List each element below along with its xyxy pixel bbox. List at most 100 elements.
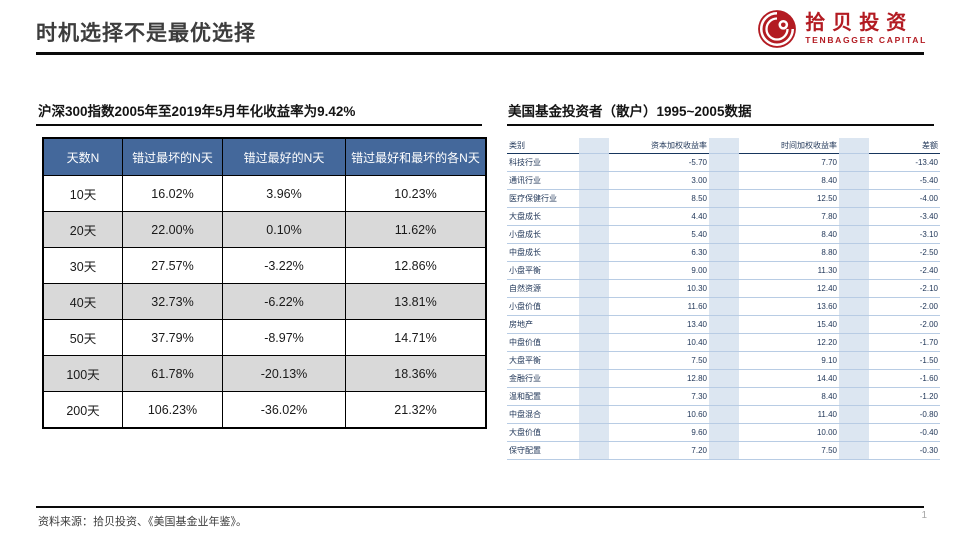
days-cell: 100天 bbox=[42, 355, 123, 392]
spacer-cell bbox=[839, 423, 869, 442]
value-cell: 4.40 bbox=[609, 207, 709, 226]
column-header: 差额 bbox=[869, 138, 940, 154]
table-row: 自然资源 10.30 12.40 -2.10 bbox=[507, 279, 940, 298]
value-cell: 5.40 bbox=[609, 225, 709, 244]
spacer-cell bbox=[709, 138, 739, 154]
spacer-cell bbox=[839, 279, 869, 298]
table-row: 10天 16.02% 3.96% 10.23% bbox=[42, 175, 487, 212]
value-cell: -0.80 bbox=[869, 405, 940, 424]
column-header: 资本加权收益率 bbox=[609, 138, 709, 154]
spacer-cell bbox=[709, 387, 739, 406]
tenbagger-logo: 拾贝投资 TENBAGGER CAPITAL bbox=[756, 8, 927, 50]
value-cell: -3.40 bbox=[869, 207, 940, 226]
category-cell: 中盘价值 bbox=[507, 333, 579, 352]
table-row: 中盘混合 10.60 11.40 -0.80 bbox=[507, 405, 940, 424]
column-header: 时间加权收益率 bbox=[739, 138, 839, 154]
value-cell: -3.22% bbox=[222, 247, 346, 284]
days-cell: 20天 bbox=[42, 211, 123, 248]
spacer-cell bbox=[709, 315, 739, 334]
value-cell: -3.10 bbox=[869, 225, 940, 244]
value-cell: 37.79% bbox=[122, 319, 223, 356]
value-cell: 11.40 bbox=[739, 405, 839, 424]
value-cell: -13.40 bbox=[869, 153, 940, 172]
value-cell: -2.00 bbox=[869, 315, 940, 334]
category-cell: 小盘平衡 bbox=[507, 261, 579, 280]
spacer-cell bbox=[579, 207, 609, 226]
table-row: 中盘价值 10.40 12.20 -1.70 bbox=[507, 333, 940, 352]
value-cell: 7.50 bbox=[739, 441, 839, 460]
value-cell: -36.02% bbox=[222, 391, 346, 429]
category-cell: 温和配置 bbox=[507, 387, 579, 406]
table-row: 温和配置 7.30 8.40 -1.20 bbox=[507, 387, 940, 406]
value-cell: 11.62% bbox=[345, 211, 487, 248]
spacer-cell bbox=[839, 189, 869, 208]
spacer-cell bbox=[709, 441, 739, 460]
title-divider bbox=[36, 52, 924, 55]
footer-divider bbox=[36, 506, 924, 508]
spacer-cell bbox=[839, 387, 869, 406]
value-cell: 22.00% bbox=[122, 211, 223, 248]
table-row: 小盘价值 11.60 13.60 -2.00 bbox=[507, 297, 940, 316]
value-cell: -2.50 bbox=[869, 243, 940, 262]
value-cell: -1.60 bbox=[869, 369, 940, 388]
value-cell: 12.40 bbox=[739, 279, 839, 298]
table-row: 小盘成长 5.40 8.40 -3.10 bbox=[507, 225, 940, 244]
column-header: 错过最好和最坏的各N天 bbox=[345, 137, 487, 176]
value-cell: 8.40 bbox=[739, 225, 839, 244]
value-cell: 0.10% bbox=[222, 211, 346, 248]
spacer-cell bbox=[839, 153, 869, 172]
spacer-cell bbox=[839, 333, 869, 352]
spacer-cell bbox=[709, 279, 739, 298]
us-fund-header-row: 类别 资本加权收益率 时间加权收益率 差额 bbox=[507, 138, 940, 154]
spacer-cell bbox=[709, 351, 739, 370]
table-row: 大盘平衡 7.50 9.10 -1.50 bbox=[507, 351, 940, 370]
days-cell: 40天 bbox=[42, 283, 123, 320]
table-row: 科技行业 -5.70 7.70 -13.40 bbox=[507, 153, 940, 172]
spacer-cell bbox=[839, 138, 869, 154]
spacer-cell bbox=[709, 369, 739, 388]
value-cell: 18.36% bbox=[345, 355, 487, 392]
value-cell: 6.30 bbox=[609, 243, 709, 262]
value-cell: 27.57% bbox=[122, 247, 223, 284]
table-row: 金融行业 12.80 14.40 -1.60 bbox=[507, 369, 940, 388]
table-row: 中盘成长 6.30 8.80 -2.50 bbox=[507, 243, 940, 262]
spacer-cell bbox=[709, 207, 739, 226]
value-cell: -1.50 bbox=[869, 351, 940, 370]
spacer-cell bbox=[839, 225, 869, 244]
value-cell: 106.23% bbox=[122, 391, 223, 429]
value-cell: 12.80 bbox=[609, 369, 709, 388]
spacer-cell bbox=[579, 138, 609, 154]
hs300-header-row: 天数N 错过最坏的N天 错过最好的N天 错过最好和最坏的各N天 bbox=[42, 137, 487, 176]
value-cell: -1.70 bbox=[869, 333, 940, 352]
spacer-cell bbox=[839, 243, 869, 262]
value-cell: 11.60 bbox=[609, 297, 709, 316]
spacer-cell bbox=[709, 423, 739, 442]
source-note: 资料来源：拾贝投资、《美国基金业年鉴》。 bbox=[38, 516, 247, 528]
value-cell: 11.30 bbox=[739, 261, 839, 280]
days-cell: 200天 bbox=[42, 391, 123, 429]
spacer-cell bbox=[579, 405, 609, 424]
spacer-cell bbox=[709, 243, 739, 262]
spacer-cell bbox=[839, 351, 869, 370]
category-cell: 大盘成长 bbox=[507, 207, 579, 226]
right-section-divider bbox=[507, 124, 934, 126]
value-cell: 7.30 bbox=[609, 387, 709, 406]
category-cell: 保守配置 bbox=[507, 441, 579, 460]
category-cell: 中盘混合 bbox=[507, 405, 579, 424]
category-cell: 通讯行业 bbox=[507, 171, 579, 190]
table-row: 大盘价值 9.60 10.00 -0.40 bbox=[507, 423, 940, 442]
table-row: 大盘成长 4.40 7.80 -3.40 bbox=[507, 207, 940, 226]
value-cell: -2.10 bbox=[869, 279, 940, 298]
value-cell: 12.86% bbox=[345, 247, 487, 284]
spacer-cell bbox=[579, 261, 609, 280]
spacer-cell bbox=[579, 423, 609, 442]
spacer-cell bbox=[839, 315, 869, 334]
spacer-cell bbox=[709, 171, 739, 190]
value-cell: 8.40 bbox=[739, 171, 839, 190]
value-cell: 8.80 bbox=[739, 243, 839, 262]
spacer-cell bbox=[839, 171, 869, 190]
table-row: 20天 22.00% 0.10% 11.62% bbox=[42, 211, 487, 248]
spacer-cell bbox=[579, 315, 609, 334]
shell-logo-icon bbox=[756, 8, 798, 50]
hs300-table: 天数N 错过最坏的N天 错过最好的N天 错过最好和最坏的各N天 10天 16.02% 3.… bbox=[42, 137, 487, 429]
